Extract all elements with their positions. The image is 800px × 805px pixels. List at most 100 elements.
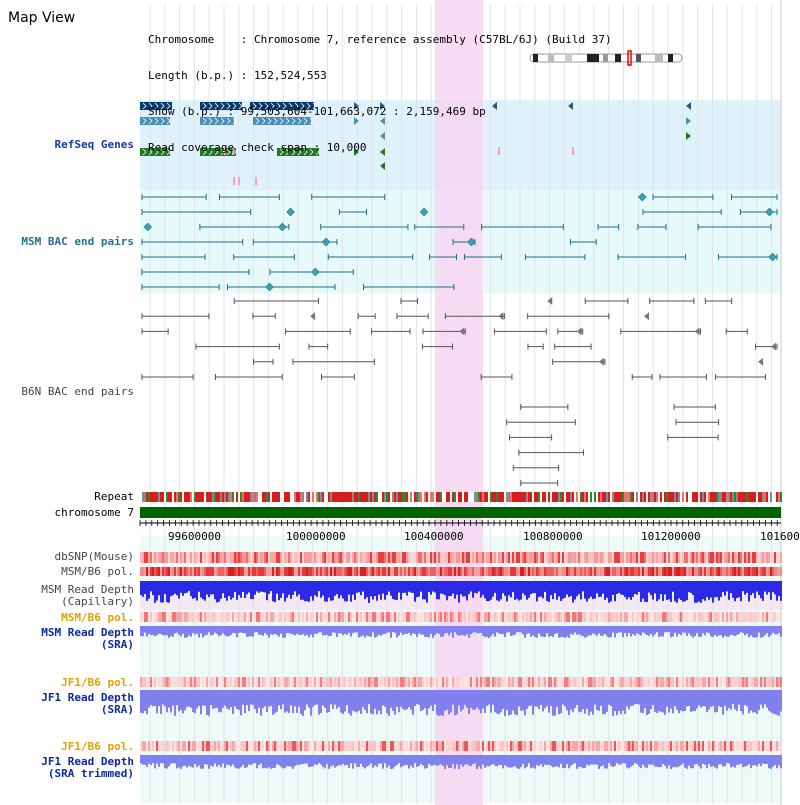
depth-bar (632, 755, 634, 766)
heat-cell (384, 612, 386, 622)
track-label-repeat[interactable]: Repeat (94, 490, 134, 503)
depth-bar (150, 690, 152, 706)
depth-bar (548, 581, 550, 602)
depth-bar (640, 581, 642, 602)
track-label-jf1-depth-sra[interactable]: JF1 Read Depth (SRA) (41, 691, 134, 716)
heat-cell (772, 677, 774, 687)
depth-bar (314, 690, 316, 706)
heat-cell (572, 677, 574, 687)
repeat-block (712, 492, 714, 502)
depth-bar (222, 581, 224, 594)
strand-arrow (686, 102, 691, 110)
heat-cell (428, 741, 430, 751)
depth-bar (658, 755, 660, 768)
heat-cell (274, 741, 276, 751)
heat-cell (422, 612, 424, 622)
track-label-dbsnp[interactable]: dbSNP(Mouse) (54, 550, 134, 563)
heat-cell (400, 741, 402, 751)
depth-bar (398, 626, 400, 636)
repeat-block (632, 492, 634, 502)
heat-cell (440, 677, 442, 687)
strand-arrow (568, 102, 573, 110)
depth-bar (284, 626, 286, 638)
heat-cell (282, 741, 284, 751)
heat-cell (168, 741, 170, 751)
repeat-block (678, 492, 680, 502)
heat-cell (478, 677, 480, 687)
heat-cell (692, 567, 694, 576)
depth-bar (742, 755, 744, 768)
track-label-msm-bac[interactable]: MSM BAC end pairs (21, 235, 134, 248)
depth-bar (306, 690, 308, 705)
depth-bar (338, 690, 340, 707)
heat-cell (380, 612, 382, 622)
track-label-b6n-bac[interactable]: B6N BAC end pairs (21, 385, 134, 398)
depth-bar (286, 581, 288, 598)
depth-bar (252, 690, 254, 705)
heat-cell (460, 552, 462, 563)
gene-strand-mark (252, 102, 257, 110)
gene-strand-mark (288, 102, 293, 110)
repeat-block (396, 492, 398, 502)
heat-cell (658, 567, 660, 576)
heat-cell (434, 567, 436, 576)
track-label-refseq[interactable]: RefSeq Genes (54, 138, 134, 151)
heat-cell (598, 552, 600, 563)
heat-cell (262, 552, 264, 563)
heat-cell (410, 567, 412, 576)
repeat-block (542, 492, 544, 502)
repeat-block (218, 492, 220, 502)
depth-bar (472, 581, 474, 598)
heat-cell (230, 677, 232, 687)
depth-bar (654, 581, 656, 594)
track-label-msm-b6-pol-2[interactable]: MSM/B6 pol. (61, 611, 134, 624)
gene-strand-mark (297, 117, 302, 125)
heat-cell (776, 612, 778, 622)
track-label-jf1-depth-trimmed[interactable]: JF1 Read Depth (SRA trimmed) (41, 755, 134, 780)
track-label-msm-b6-pol-1[interactable]: MSM/B6 pol. (61, 565, 134, 578)
depth-bar (550, 626, 552, 637)
heat-cell (716, 677, 718, 687)
heat-cell (172, 612, 174, 622)
depth-bar (440, 626, 442, 637)
depth-bar (614, 626, 616, 638)
depth-bar (662, 755, 664, 765)
track-label-jf1-b6-pol-2[interactable]: JF1/B6 pol. (61, 740, 134, 753)
track-label-msm-depth-sra[interactable]: MSM Read Depth (SRA) (41, 626, 134, 651)
depth-bar (622, 581, 624, 596)
depth-bar (242, 626, 244, 634)
heat-cell (266, 677, 268, 687)
depth-bar (148, 690, 150, 708)
heat-cell (778, 567, 780, 576)
repeat-block (760, 492, 762, 502)
heat-cell (506, 677, 508, 687)
heat-cell (340, 677, 342, 687)
depth-bar (650, 626, 652, 634)
repeat-block (306, 492, 308, 502)
axis-tick-label: 99600000 (168, 530, 221, 543)
repeat-block (638, 492, 640, 502)
heat-cell (180, 612, 182, 622)
heat-cell (200, 677, 202, 687)
heat-cell (560, 741, 562, 751)
depth-bar (140, 626, 142, 637)
repeat-block (440, 492, 442, 502)
depth-bar (352, 626, 354, 634)
heat-cell (414, 612, 416, 622)
heat-cell (480, 741, 482, 751)
heat-cell (332, 677, 334, 687)
repeat-block (314, 492, 316, 502)
track-label-jf1-b6-pol-1[interactable]: JF1/B6 pol. (61, 676, 134, 689)
heat-cell (224, 612, 226, 622)
heat-cell (344, 567, 346, 576)
heat-cell (194, 677, 196, 687)
track-label-msm-depth-capillary[interactable]: MSM Read Depth (Capillary) (41, 583, 134, 608)
heat-cell (616, 677, 618, 687)
depth-bar (564, 690, 566, 707)
heat-cell (158, 677, 160, 687)
depth-bar (282, 755, 284, 769)
depth-bar (584, 626, 586, 638)
heat-cell (166, 741, 168, 751)
heat-cell (640, 741, 642, 751)
